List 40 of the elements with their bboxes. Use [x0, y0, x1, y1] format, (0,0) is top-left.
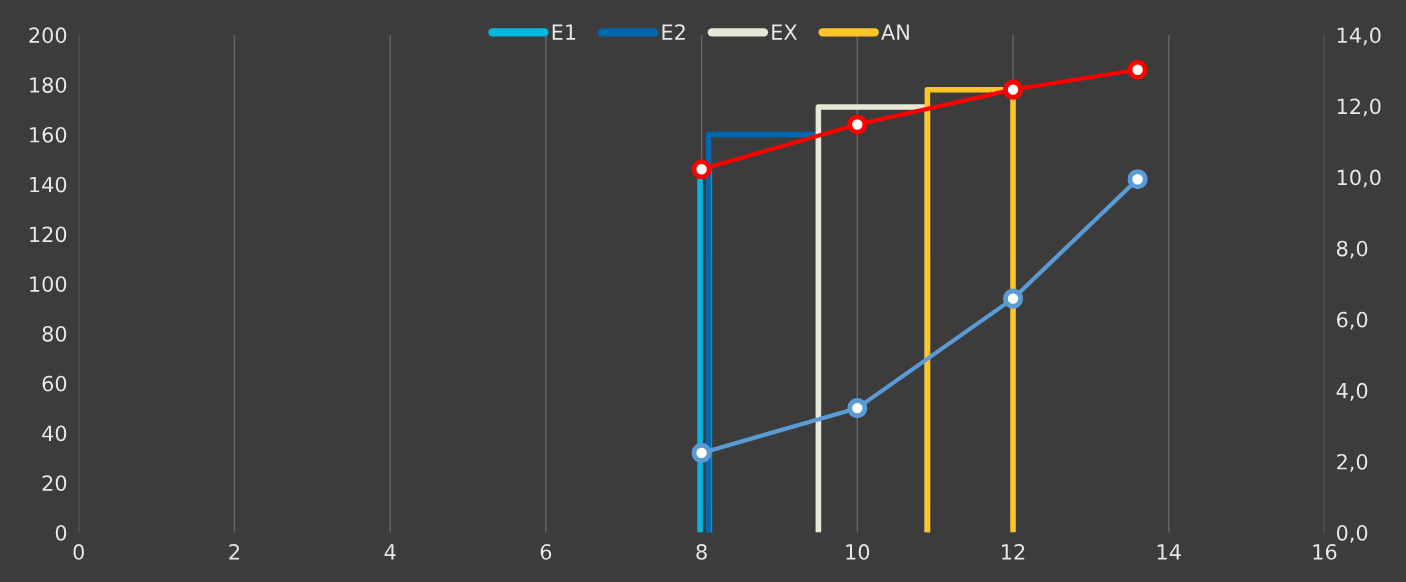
y2-tick-label: 8,0 [1336, 240, 1368, 259]
y2-tick-label: 10,0 [1337, 169, 1381, 188]
y2-tick-label: 0,0 [1336, 524, 1368, 543]
y-tick-label: 140 [30, 176, 67, 193]
y-tick-label: 100 [30, 276, 67, 292]
y-tick-label: 40 [42, 425, 67, 442]
x-tick-label: 12 [1002, 544, 1025, 560]
x-tick-label: 6 [540, 544, 552, 560]
x-tick-label: 10 [846, 544, 870, 560]
point [691, 442, 712, 463]
x-tick-label: 8 [696, 544, 707, 560]
legend-label: EX [772, 24, 797, 40]
y2-tick-label: 4,0 [1336, 382, 1368, 401]
legend-label: E2 [662, 24, 685, 40]
point [691, 159, 712, 180]
point [1002, 288, 1024, 309]
legend-label: AN [881, 24, 909, 40]
point [1002, 79, 1024, 100]
x-tick-label: 2 [229, 544, 239, 560]
point [1127, 169, 1148, 190]
y-tick-label: 20 [42, 475, 67, 491]
x-tick-label: 0 [73, 544, 84, 560]
y-tick-label: 120 [30, 226, 67, 243]
point [1127, 59, 1148, 80]
x-tick-label: 14 [1157, 544, 1181, 560]
point [847, 398, 868, 419]
y-tick-label: 180 [30, 77, 67, 93]
y2-tick-label: 12,0 [1337, 98, 1381, 117]
y-tick-label: 60 [42, 375, 67, 392]
x-tick-label: 16 [1313, 544, 1337, 560]
y-tick-label: 80 [42, 325, 67, 342]
legend-label: E1 [552, 24, 576, 40]
x-tick-label: 4 [384, 544, 396, 560]
y-tick-label: 160 [30, 126, 67, 143]
point [847, 114, 868, 135]
y2-tick-label: 6,0 [1337, 311, 1368, 330]
y-tick-label: 0 [55, 524, 67, 541]
y2-tick-label: 2,0 [1337, 453, 1368, 472]
y2-tick-label: 14,0 [1337, 27, 1381, 46]
y-tick-label: 200 [29, 27, 67, 44]
